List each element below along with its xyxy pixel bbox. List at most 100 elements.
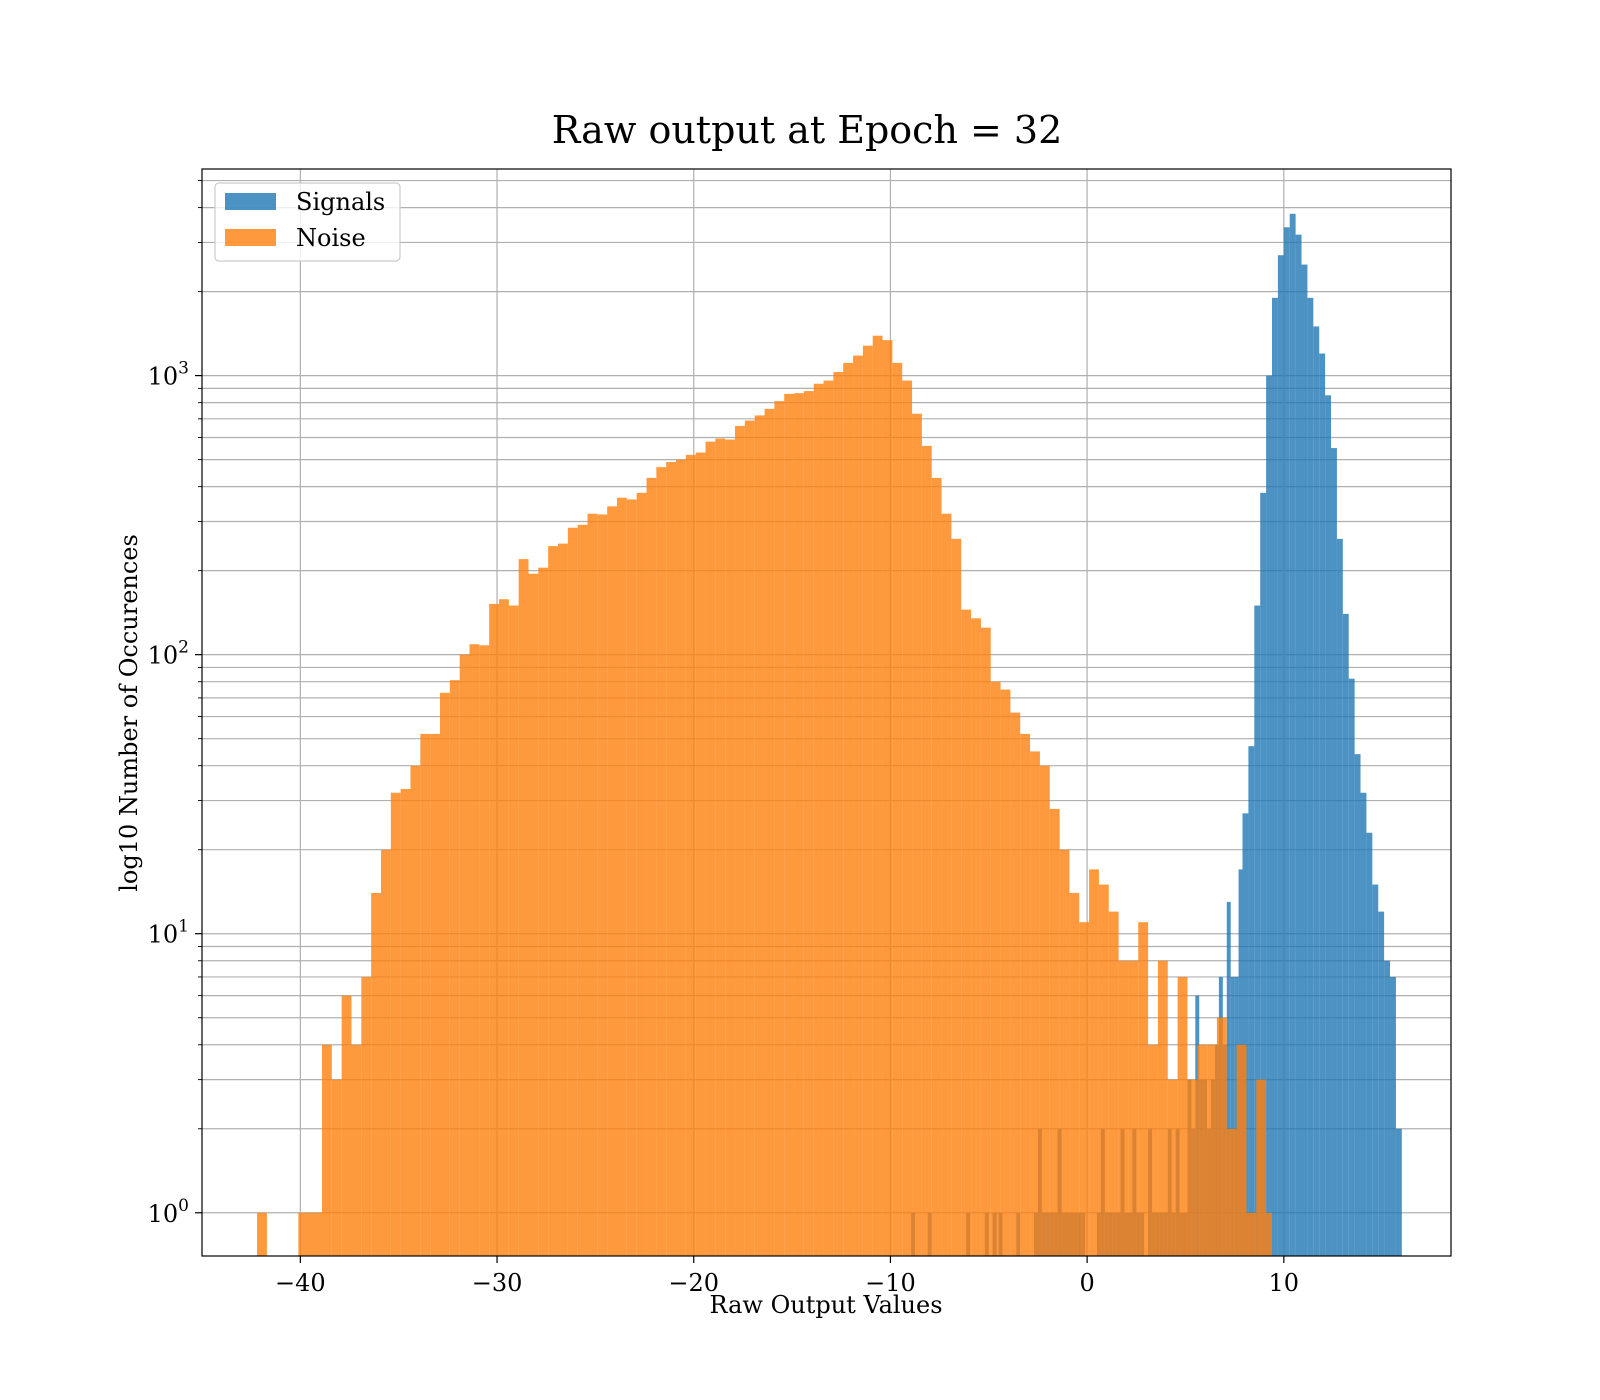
- bar-noise: [921, 445, 932, 1257]
- bar-noise: [567, 527, 578, 1256]
- bar-noise: [1266, 1212, 1273, 1256]
- bar-signals: [1348, 678, 1355, 1256]
- bar-signals: [1272, 297, 1278, 1256]
- legend-label-noise: Noise: [296, 224, 366, 252]
- bar-noise: [990, 681, 1001, 1256]
- legend-swatch-noise: [225, 229, 276, 246]
- x-tick-label: 0: [1079, 1269, 1094, 1297]
- bar-noise: [1108, 911, 1119, 1256]
- x-tick-label: −40: [275, 1269, 326, 1297]
- bar-noise: [941, 513, 952, 1256]
- bar-signals: [1266, 375, 1273, 1256]
- bar-noise: [715, 438, 726, 1257]
- bar-noise: [853, 355, 863, 1256]
- bar-noise: [685, 454, 696, 1256]
- bar-noise: [1148, 1044, 1158, 1256]
- bar-noise: [607, 506, 618, 1257]
- bar-signals: [1331, 448, 1337, 1256]
- y-tick-label: 101: [148, 917, 189, 949]
- plot-frame: [201, 168, 1452, 1257]
- bar-noise: [420, 733, 431, 1256]
- series-signals: [911, 213, 1402, 1257]
- axis-ticks: −40 −30 −20 −10 0 10 100 101 102 103: [148, 180, 1300, 1297]
- bar-signals: [1354, 754, 1361, 1256]
- bar-noise: [331, 1079, 342, 1256]
- bar-signals: [1230, 976, 1235, 1256]
- bar-noise: [1098, 884, 1109, 1256]
- bar-noise: [479, 645, 490, 1256]
- bar-signals: [1378, 911, 1385, 1256]
- bar-noise: [298, 1212, 322, 1256]
- x-tick-label: −30: [472, 1269, 523, 1297]
- bar-noise: [862, 345, 873, 1256]
- bar-noise: [1000, 689, 1011, 1256]
- legend-label-signals: Signals: [296, 188, 385, 216]
- bar-noise: [430, 733, 440, 1256]
- bar-noise: [744, 420, 755, 1256]
- bar-noise: [1187, 1079, 1198, 1256]
- bar-signals: [1384, 960, 1391, 1256]
- y-tick-label: 102: [148, 638, 189, 670]
- bar-noise: [1128, 960, 1139, 1256]
- bar-noise: [528, 573, 539, 1256]
- bar-noise: [892, 362, 903, 1256]
- bar-noise: [784, 393, 795, 1257]
- bar-noise: [1207, 1044, 1217, 1256]
- bar-noise: [971, 618, 981, 1256]
- bar-noise: [646, 477, 657, 1256]
- bar-noise: [538, 567, 549, 1256]
- bar-signals: [1319, 353, 1326, 1256]
- bar-noise: [705, 441, 716, 1256]
- bar-noise: [361, 976, 372, 1256]
- bar-noise: [1216, 1017, 1227, 1256]
- bar-signals: [1313, 326, 1320, 1257]
- bar-noise: [1177, 976, 1188, 1256]
- bar-noise: [843, 362, 854, 1256]
- x-axis-label: Raw Output Values: [709, 1291, 942, 1319]
- bar-signals: [1248, 746, 1255, 1256]
- bar-noise: [725, 439, 736, 1256]
- bar-noise: [735, 425, 745, 1257]
- bar-noise: [518, 559, 529, 1256]
- chart-title: Raw output at Epoch = 32: [552, 108, 1063, 152]
- bar-noise: [803, 391, 814, 1256]
- bar-noise: [636, 492, 647, 1257]
- bar-signals: [1226, 901, 1231, 1256]
- bar-noise: [1167, 1079, 1178, 1256]
- bar-noise: [597, 514, 608, 1256]
- bar-noise: [695, 452, 706, 1256]
- bar-signals: [1260, 492, 1267, 1257]
- bar-noise: [380, 849, 391, 1256]
- bar-noise: [469, 644, 480, 1256]
- bar-noise: [1226, 1128, 1237, 1256]
- bar-signals: [1372, 884, 1379, 1256]
- y-tick-label: 100: [148, 1196, 189, 1228]
- bar-noise: [489, 603, 500, 1256]
- bar-signals: [1336, 538, 1343, 1256]
- bar-signals: [1366, 832, 1373, 1256]
- bar-noise: [833, 372, 844, 1257]
- bar-signals: [1283, 227, 1290, 1257]
- bar-noise: [1197, 1044, 1208, 1256]
- bar-noise: [508, 605, 519, 1256]
- bar-noise: [1020, 733, 1031, 1256]
- y-axis-label: log10 Number of Occurences: [115, 534, 143, 892]
- bar-noise: [902, 380, 913, 1257]
- bar-noise: [499, 599, 509, 1256]
- bar-noise: [1138, 922, 1149, 1256]
- bar-noise: [351, 1044, 362, 1256]
- histogram-bars: [257, 213, 1402, 1257]
- bar-noise: [558, 543, 568, 1256]
- bar-signals: [1325, 395, 1332, 1257]
- bar-noise: [666, 462, 677, 1256]
- bar-noise: [548, 546, 559, 1256]
- x-tick-label: −20: [668, 1269, 719, 1297]
- bar-noise: [931, 477, 942, 1256]
- bar-noise: [882, 340, 893, 1256]
- bar-noise: [617, 497, 627, 1256]
- bar-noise: [1030, 751, 1040, 1256]
- x-tick-label: 10: [1269, 1269, 1300, 1297]
- bar-noise: [1256, 1079, 1267, 1256]
- bar-noise: [774, 401, 785, 1256]
